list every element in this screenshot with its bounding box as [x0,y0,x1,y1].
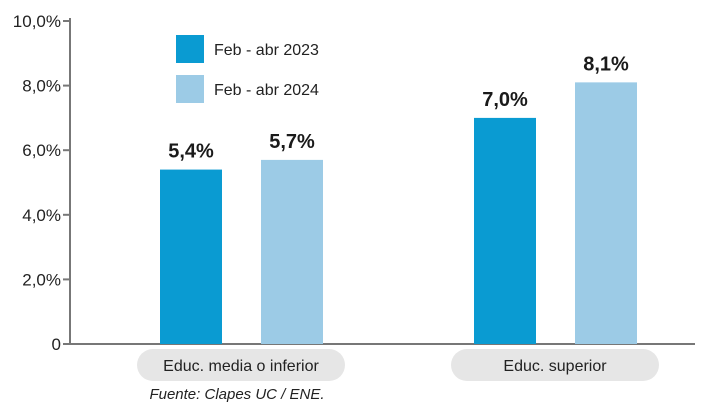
category-label: Educ. superior [503,358,607,375]
category-pill [137,349,345,381]
y-tick-label: 2,0% [22,270,61,289]
bar [160,169,222,344]
bar [474,117,536,345]
legend-label: Feb - abr 2024 [214,82,319,99]
y-tick-label: 4,0% [22,206,61,225]
y-tick-label: 10,0% [13,12,61,31]
legend: Feb - abr 2023 Feb - abr 2024 [176,35,319,103]
source-note: Fuente: Clapes UC / ENE. [149,386,324,403]
y-tick-label: 0 [52,335,61,354]
category-pill [451,349,659,381]
y-tick-label: 8,0% [22,77,61,96]
legend-label: Feb - abr 2023 [214,42,319,59]
y-tick-label: 6,0% [22,141,61,160]
data-label: 5,7% [269,131,315,153]
data-label: 8,1% [583,53,629,75]
bar [261,159,323,344]
data-label: 7,0% [482,89,528,111]
data-label: 5,4% [168,141,214,163]
data-labels: 5,4% 7,0% 5,7% 8,1% [168,53,629,162]
bar [575,82,637,345]
category-label: Educ. media o inferior [163,358,319,375]
bars [160,82,637,345]
legend-swatch [176,35,204,63]
category-labels: Educ. media o inferior Educ. superior [137,349,659,381]
legend-swatch [176,75,204,103]
